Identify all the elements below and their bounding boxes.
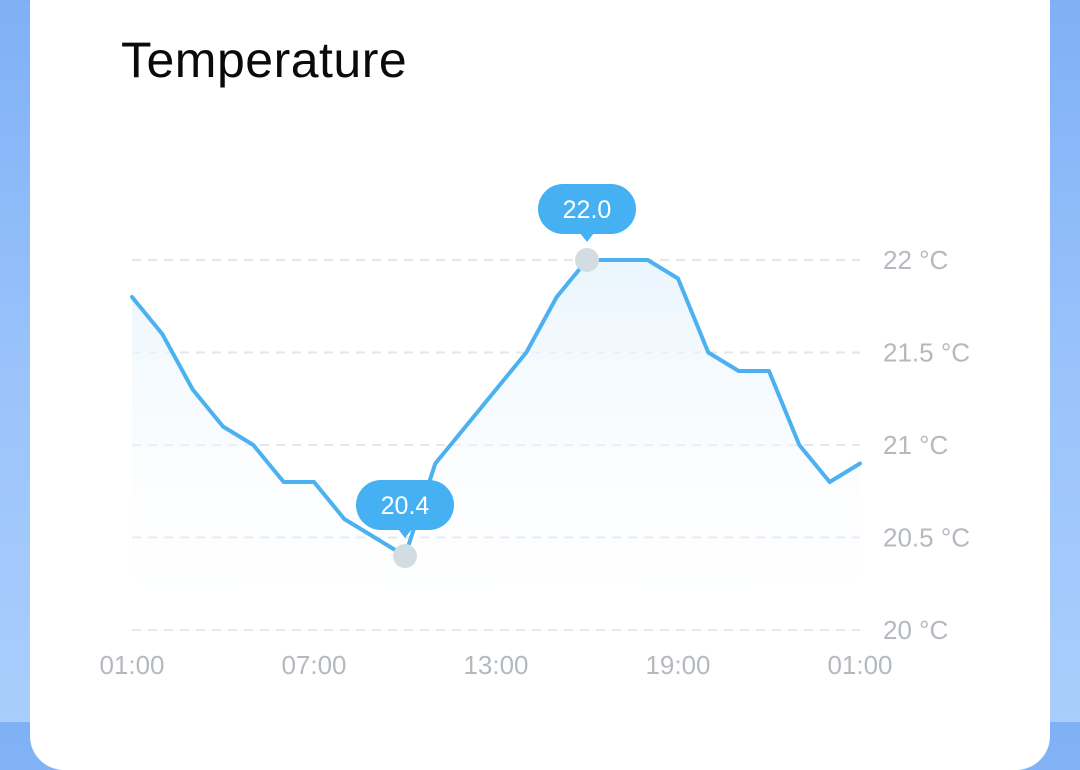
x-tick-label: 01:00 xyxy=(827,650,892,680)
x-tick-label: 01:00 xyxy=(99,650,164,680)
y-tick-label: 22 °C xyxy=(883,245,948,275)
x-tick-label: 13:00 xyxy=(463,650,528,680)
callout-pointer xyxy=(580,233,594,242)
data-point-marker xyxy=(575,248,599,272)
x-tick-label: 07:00 xyxy=(281,650,346,680)
y-tick-label: 20.5 °C xyxy=(883,523,970,553)
callout-pointer xyxy=(398,529,412,538)
temperature-chart: 20 °C 20.5 °C 21 °C 21.5 °C 22 °C 01:00 07:00… xyxy=(99,184,970,680)
temperature-line-group xyxy=(130,258,862,558)
y-axis: 20 °C 20.5 °C 21 °C 21.5 °C 22 °C xyxy=(883,245,970,645)
min-annotation: 20.4 xyxy=(356,480,454,568)
x-axis: 01:00 07:00 13:00 19:00 01:00 xyxy=(99,650,892,680)
y-tick-label: 21 °C xyxy=(883,430,948,460)
temperature-area-fill xyxy=(132,260,860,630)
callout-label: 20.4 xyxy=(381,492,430,520)
temperature-line xyxy=(130,258,862,558)
extreme-annotations: 22.0 20.4 xyxy=(356,184,636,568)
max-annotation: 22.0 xyxy=(538,184,636,272)
card-title: Temperature xyxy=(121,32,408,88)
callout-bubble xyxy=(356,480,454,530)
temperature-area xyxy=(132,260,860,630)
x-tick-label: 19:00 xyxy=(645,650,710,680)
data-point-marker xyxy=(393,544,417,568)
y-tick-label: 20 °C xyxy=(883,615,948,645)
callout-label: 22.0 xyxy=(563,196,612,224)
callout-bubble xyxy=(538,184,636,234)
y-tick-label: 21.5 °C xyxy=(883,338,970,368)
